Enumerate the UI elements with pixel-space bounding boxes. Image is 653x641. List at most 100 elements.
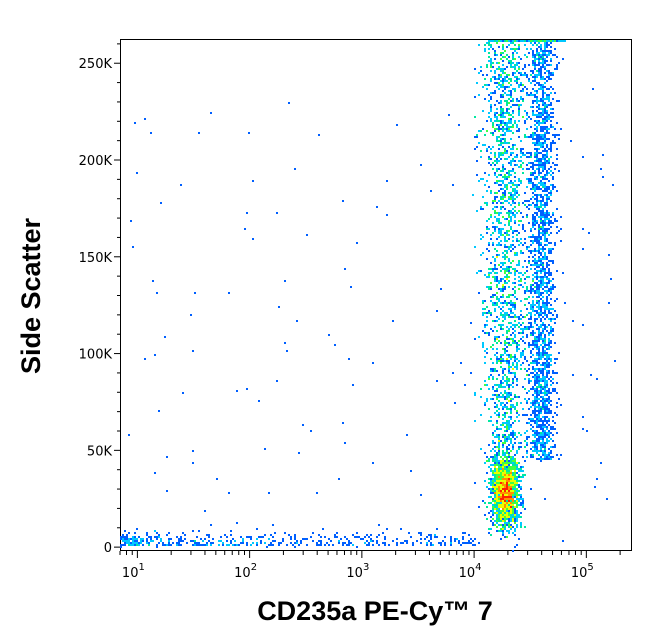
density-point: [516, 500, 518, 502]
density-point: [538, 140, 540, 142]
density-point: [504, 414, 506, 416]
density-point: [494, 504, 496, 506]
density-point: [506, 524, 508, 526]
density-point: [538, 368, 540, 370]
density-point: [486, 456, 488, 458]
density-point: [532, 278, 534, 280]
density-point: [494, 412, 496, 414]
density-point: [506, 282, 508, 284]
density-point: [536, 114, 538, 116]
density-point: [420, 542, 422, 544]
density-point: [546, 384, 548, 386]
density-point: [546, 216, 548, 218]
density-point: [516, 230, 518, 232]
density-point: [534, 114, 536, 116]
density-point: [494, 276, 496, 278]
density-point: [510, 506, 512, 508]
density-point: [538, 70, 540, 72]
density-point: [542, 376, 544, 378]
density-point: [536, 396, 538, 398]
density-point: [546, 262, 548, 264]
density-point: [546, 190, 548, 192]
density-point: [530, 324, 532, 326]
density-point: [538, 60, 540, 62]
density-point: [492, 320, 494, 322]
density-point: [502, 234, 504, 236]
density-point: [182, 532, 184, 534]
density-point: [206, 544, 208, 546]
density-point: [488, 312, 490, 314]
density-point: [508, 354, 510, 356]
density-point: [506, 382, 508, 384]
density-point: [524, 122, 526, 124]
density-point: [492, 514, 494, 516]
density-point: [548, 116, 550, 118]
density-point: [506, 516, 508, 518]
density-point: [552, 416, 554, 418]
density-point: [500, 144, 502, 146]
density-point: [526, 374, 528, 376]
density-point: [540, 40, 542, 42]
density-point: [490, 368, 492, 370]
density-point: [526, 206, 528, 208]
density-point: [534, 206, 536, 208]
density-point: [508, 530, 510, 532]
density-point: [510, 80, 512, 82]
density-point: [502, 334, 504, 336]
density-point: [524, 356, 526, 358]
density-point: [506, 86, 508, 88]
density-point: [260, 542, 262, 544]
density-point: [518, 114, 520, 116]
density-point: [552, 308, 554, 310]
density-point: [494, 156, 496, 158]
density-point: [512, 512, 514, 514]
density-point: [532, 196, 534, 198]
density-point: [532, 76, 534, 78]
density-point: [536, 450, 538, 452]
density-point: [486, 130, 488, 132]
density-point: [538, 236, 540, 238]
density-point: [508, 500, 510, 502]
density-point: [546, 60, 548, 62]
density-point: [518, 56, 520, 58]
density-point: [486, 88, 488, 90]
density-point: [328, 334, 330, 336]
density-point: [520, 182, 522, 184]
density-point: [528, 152, 530, 154]
density-point: [540, 292, 542, 294]
density-point: [474, 392, 476, 394]
density-point: [508, 220, 510, 222]
density-point: [488, 146, 490, 148]
density-point: [510, 456, 512, 458]
density-point: [484, 274, 486, 276]
density-point: [540, 310, 542, 312]
density-point: [498, 360, 500, 362]
density-point: [478, 44, 480, 46]
density-point: [484, 362, 486, 364]
density-point: [506, 234, 508, 236]
density-point: [516, 104, 518, 106]
x-tick-base: 10: [459, 566, 476, 581]
density-point: [518, 220, 520, 222]
density-point: [532, 450, 534, 452]
density-point: [550, 116, 552, 118]
density-point: [536, 318, 538, 320]
density-point: [500, 528, 502, 530]
density-point: [552, 54, 554, 56]
density-point: [508, 408, 510, 410]
density-point: [546, 372, 548, 374]
density-point: [552, 314, 554, 316]
density-point: [520, 90, 522, 92]
density-point: [524, 54, 526, 56]
density-point: [430, 536, 432, 538]
density-point: [226, 540, 228, 542]
density-point: [492, 512, 494, 514]
density-point: [538, 136, 540, 138]
density-point: [518, 136, 520, 138]
density-point: [384, 538, 386, 540]
density-point: [532, 112, 534, 114]
density-point: [538, 392, 540, 394]
density-point: [546, 64, 548, 66]
x-tick-exponent: 3: [363, 562, 369, 573]
density-point: [534, 320, 536, 322]
